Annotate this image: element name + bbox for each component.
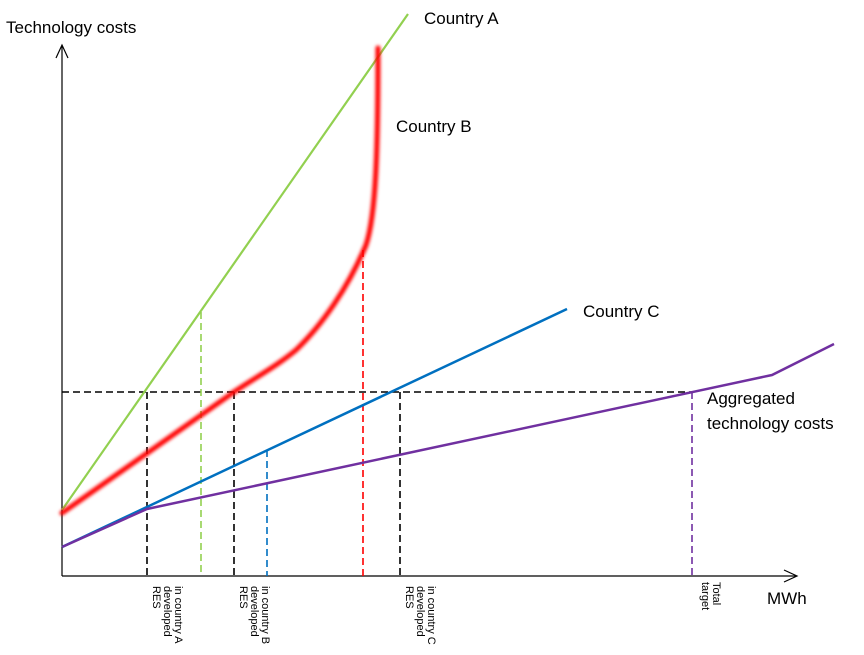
country-a-line: [61, 13, 409, 511]
svg-text:in country A: in country A: [172, 586, 184, 644]
svg-text:developed: developed: [414, 586, 426, 637]
svg-text:in country B: in country B: [259, 586, 271, 644]
svg-text:RES: RES: [403, 586, 415, 609]
aggregated-label-line1: Aggregated: [707, 389, 795, 408]
svg-text:target: target: [699, 582, 711, 610]
country-c-label: Country C: [583, 302, 660, 321]
y-axis-label: Technology costs: [6, 18, 136, 37]
country-a-label: Country A: [424, 9, 499, 28]
x-axis-label: MWh: [767, 589, 807, 608]
country-b-curve: [59, 45, 381, 516]
svg-text:in country C: in country C: [425, 586, 437, 645]
svg-text:RES: RES: [150, 586, 162, 609]
marker-total-target: Total target: [699, 582, 722, 610]
country-c-line: [61, 307, 568, 549]
marker-res-country-c: RES developed in country C: [403, 586, 437, 645]
svg-text:developed: developed: [161, 586, 173, 637]
x-axis-arrow: [783, 569, 799, 583]
y-axis-arrow: [55, 43, 69, 59]
country-b-label: Country B: [396, 117, 472, 136]
aggregated-line: [61, 342, 835, 549]
marker-res-country-a: RES developed in country A: [150, 586, 184, 644]
marker-res-country-b: RES developed in country B: [237, 586, 271, 644]
svg-text:RES: RES: [237, 586, 249, 609]
svg-text:developed: developed: [248, 586, 260, 637]
aggregated-label-line2: technology costs: [707, 414, 834, 433]
svg-text:Total: Total: [710, 582, 722, 605]
